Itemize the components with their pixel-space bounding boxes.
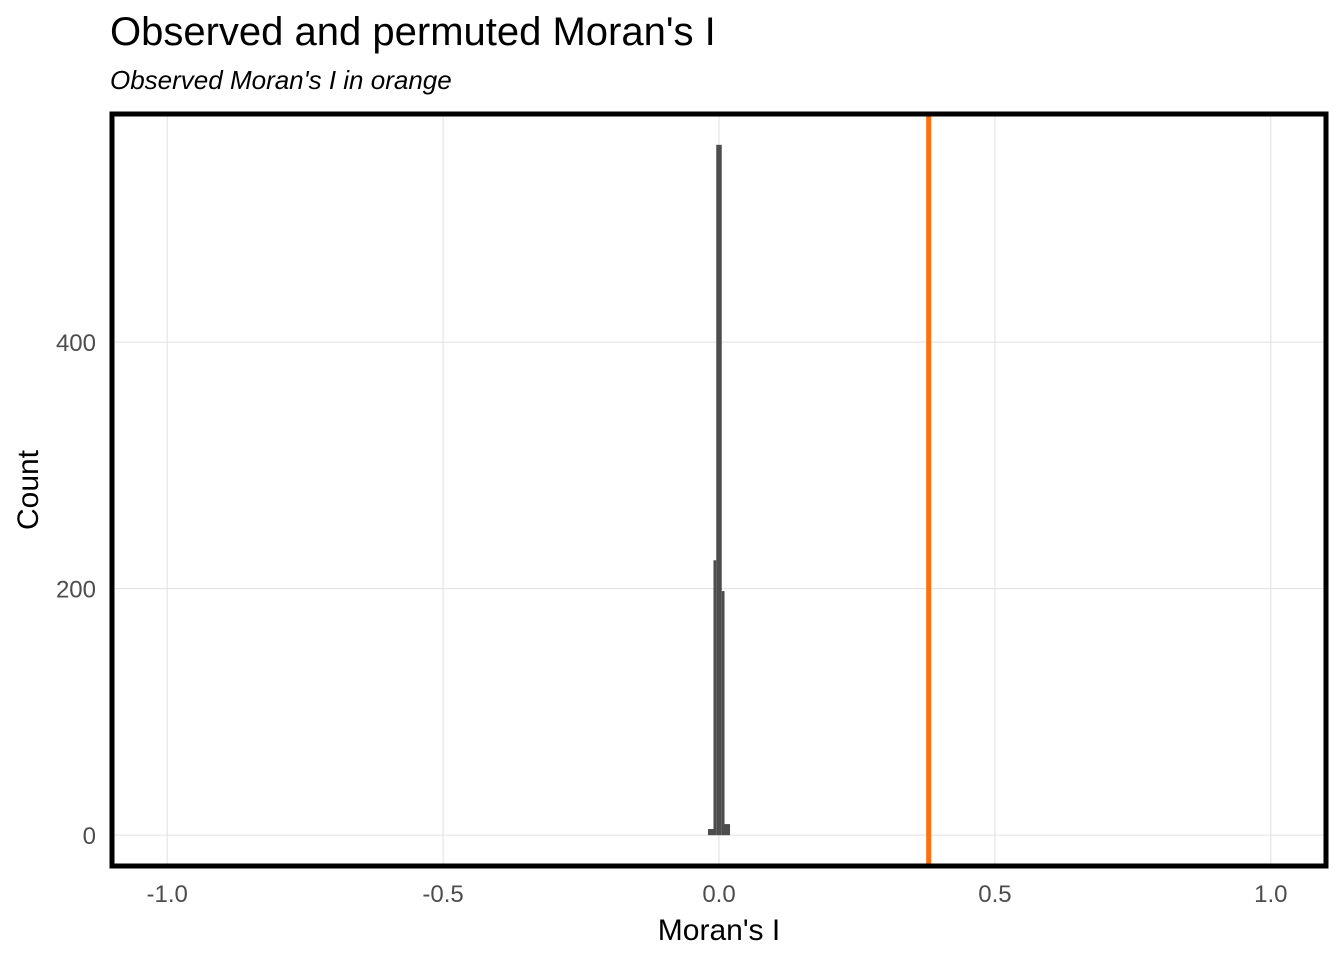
chart-title: Observed and permuted Moran's I	[110, 10, 716, 54]
histogram-bar	[716, 144, 722, 836]
x-tick-labels: -1.0 -0.5 0.0 0.5 1.0	[147, 881, 1288, 908]
x-tick-label: -0.5	[422, 881, 463, 908]
histogram-bar	[707, 829, 714, 836]
histogram-bar	[724, 824, 731, 836]
x-tick-label: 0.5	[978, 881, 1011, 908]
y-tick-label: 200	[56, 577, 96, 604]
x-axis-title: Moran's I	[658, 914, 780, 947]
x-tick-label: 0.0	[702, 881, 735, 908]
x-tick-label: -1.0	[147, 881, 188, 908]
chart-subtitle: Observed Moran's I in orange	[110, 65, 452, 95]
x-tick-label: 1.0	[1254, 881, 1287, 908]
y-axis-title: Count	[12, 449, 45, 530]
plot-border	[109, 111, 1329, 869]
histogram-bars	[707, 144, 731, 836]
y-tick-label: 400	[56, 330, 96, 357]
y-tick-label: 0	[83, 823, 96, 850]
histogram-bar	[721, 591, 725, 836]
y-tick-labels: 0 200 400	[56, 330, 96, 850]
histogram-bar	[713, 560, 717, 836]
